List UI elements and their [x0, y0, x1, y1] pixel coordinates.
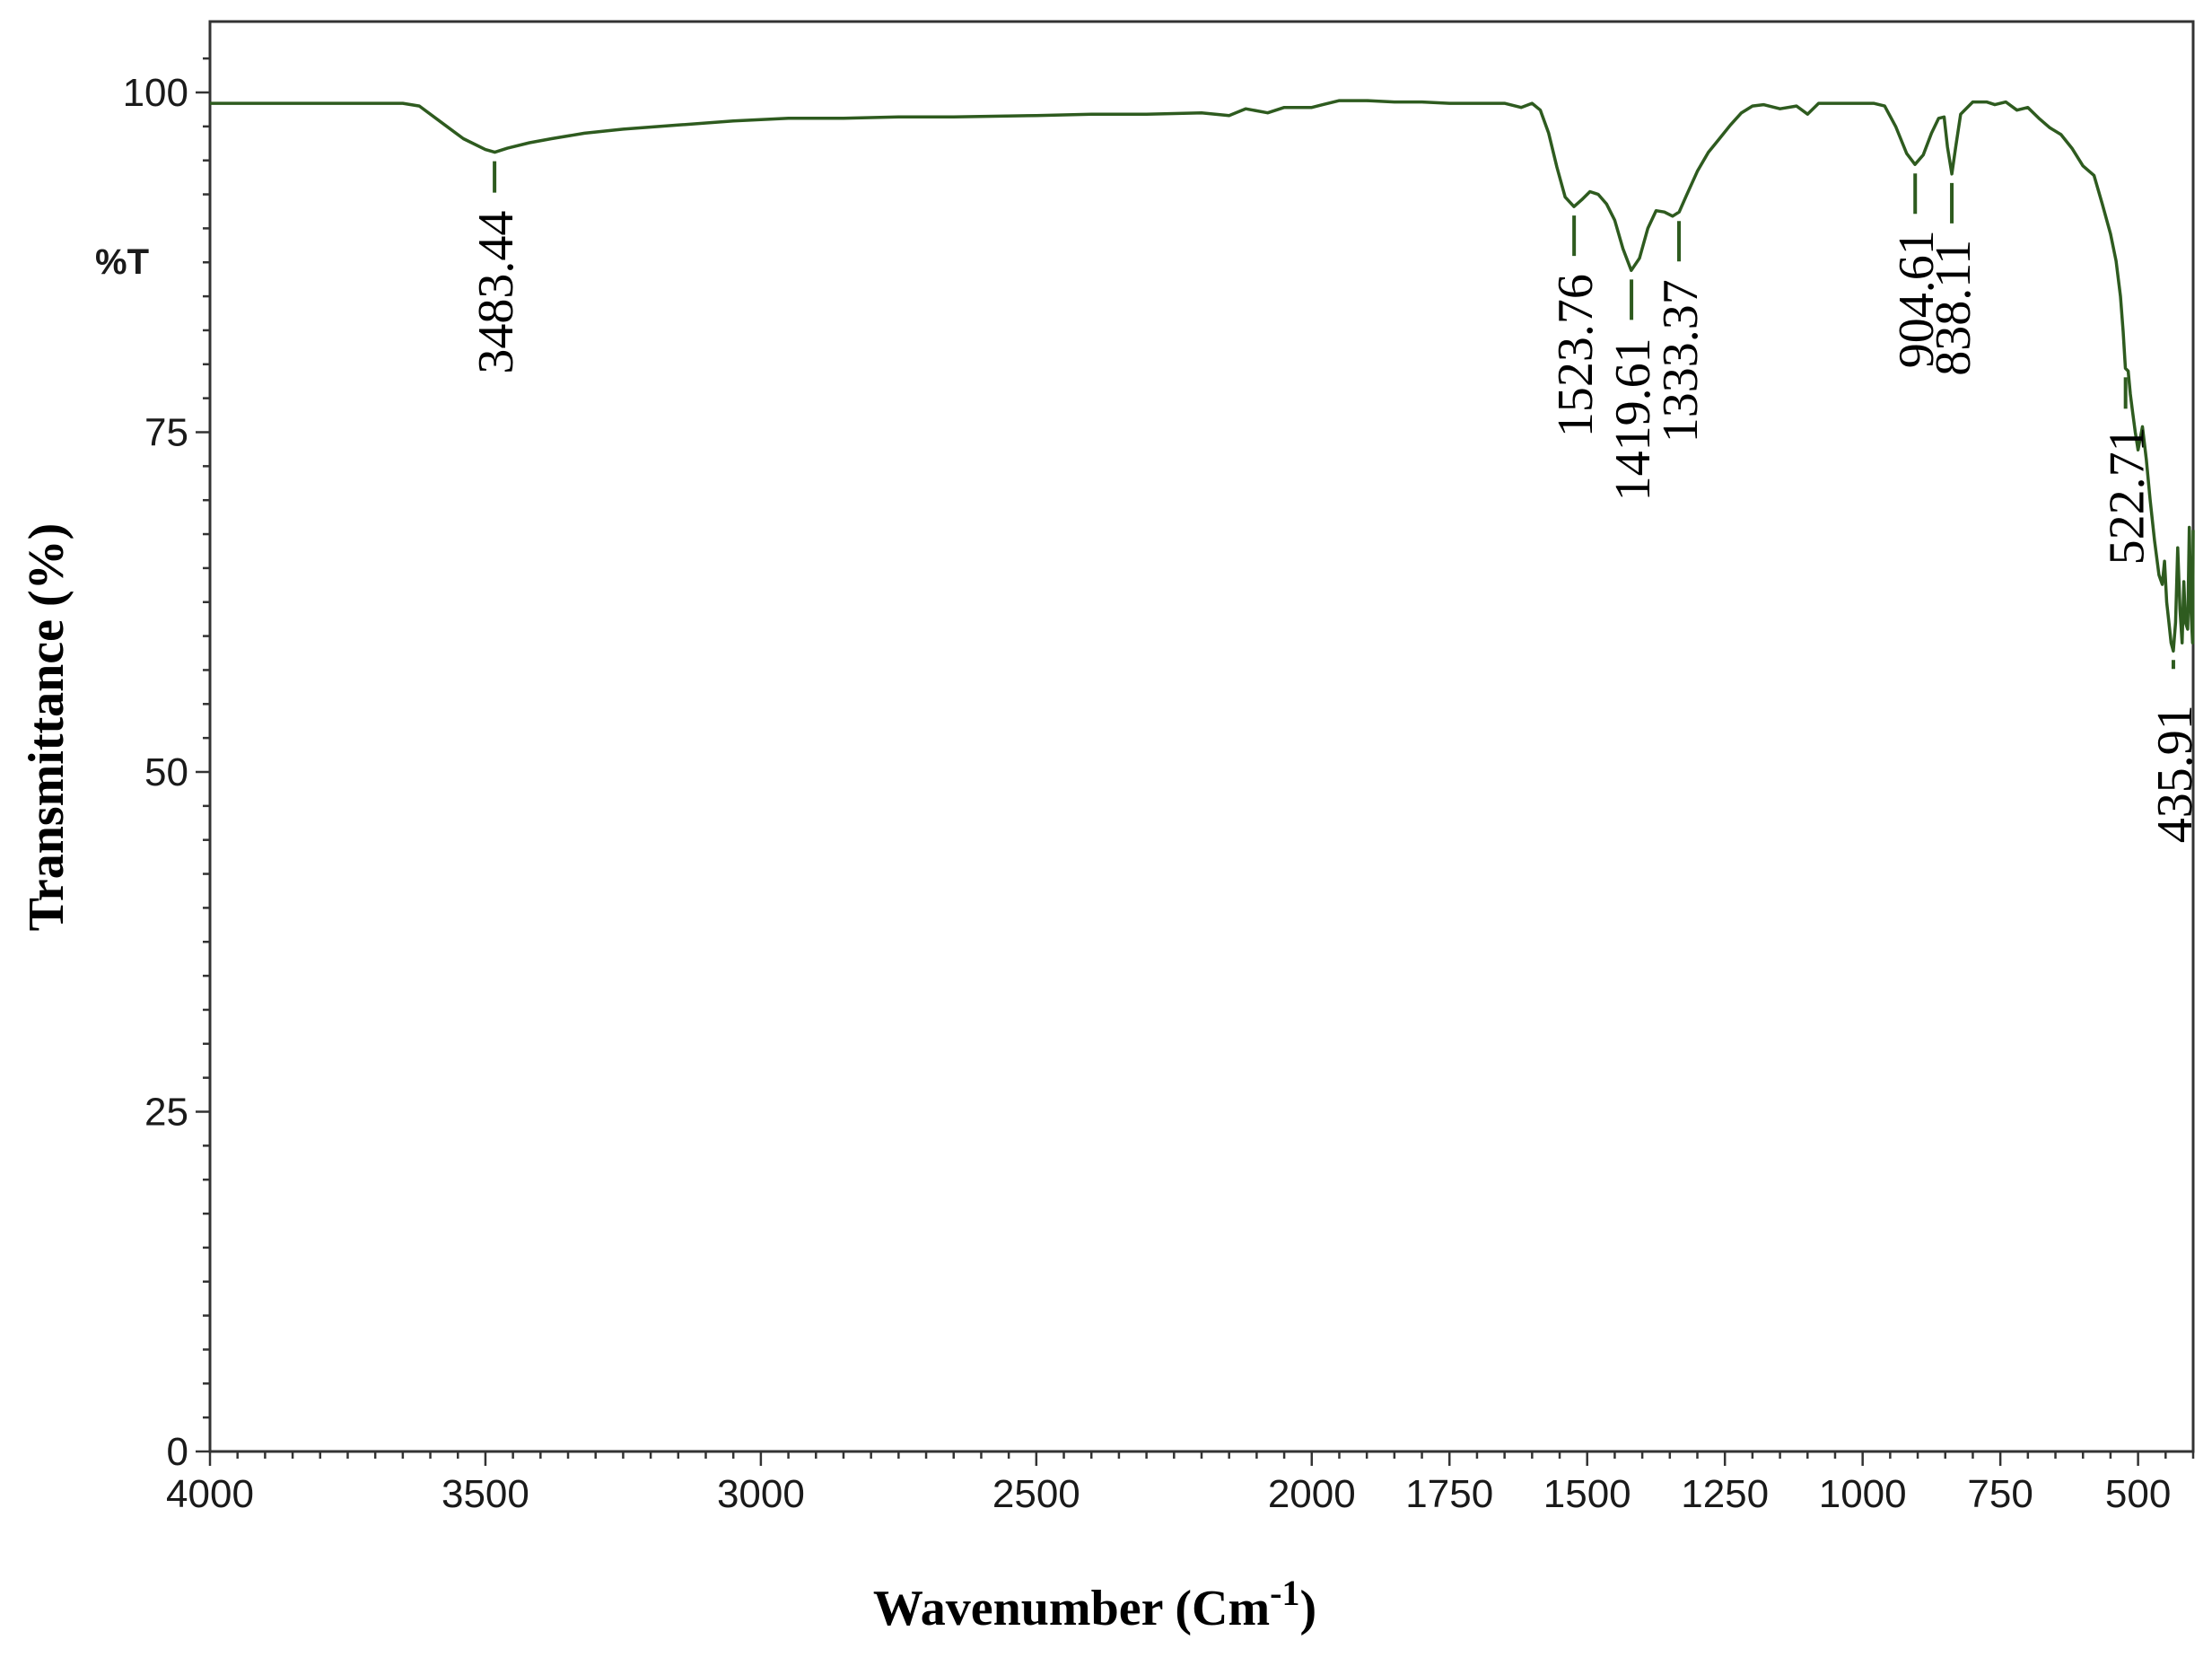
- x-tick-label: 2500: [992, 1472, 1080, 1516]
- peak-label: 435.91: [2147, 705, 2203, 843]
- y-tick-label: 25: [144, 1091, 188, 1135]
- peak-label: 3483.44: [468, 211, 524, 374]
- peak-label: 1419.61: [1605, 338, 1661, 501]
- y-tick-label: 75: [144, 411, 188, 455]
- x-tick-label: 1000: [1819, 1472, 1907, 1516]
- x-axis-title-superscript: -1: [1270, 1573, 1299, 1613]
- y-unit-label: %T: [95, 242, 149, 282]
- peak-label: 904.61: [1889, 230, 1945, 368]
- x-tick-label: 1250: [1681, 1472, 1769, 1516]
- y-tick-label: 100: [123, 71, 188, 115]
- peak-label: 1333.37: [1653, 279, 1709, 443]
- x-axis-title-main: Wavenumber (Cm: [873, 1581, 1270, 1636]
- y-axis-title: Transmittance (%): [19, 523, 74, 932]
- x-axis-ticks: 4000 3500 3000 2500 2000 1750 1500 1250 1000 750 5…: [166, 1451, 2195, 1516]
- x-axis-title-close: ): [1299, 1581, 1316, 1636]
- spectrum-series: [210, 99, 2195, 653]
- x-tick-label: 750: [1967, 1472, 2033, 1516]
- y-tick-label: 50: [144, 750, 188, 794]
- x-tick-label: 4000: [166, 1472, 254, 1516]
- x-tick-label: 1750: [1405, 1472, 1493, 1516]
- peak-label: 838.11: [1926, 240, 1981, 376]
- x-tick-label: 3000: [717, 1472, 805, 1516]
- peak-label: 522.71: [2100, 426, 2155, 565]
- y-tick-label: 0: [167, 1430, 188, 1474]
- x-tick-label: 2000: [1268, 1472, 1356, 1516]
- x-tick-label: 500: [2105, 1472, 2171, 1516]
- x-tick-label: 1500: [1543, 1472, 1631, 1516]
- spectrum-line: [210, 99, 2195, 653]
- peak-label: 1523.76: [1548, 274, 1604, 437]
- x-axis-title: Wavenumber (Cm-1): [873, 1573, 1316, 1636]
- x-tick-label: 3500: [442, 1472, 529, 1516]
- y-axis-ticks: 0 25 50 75 100: [123, 57, 210, 1474]
